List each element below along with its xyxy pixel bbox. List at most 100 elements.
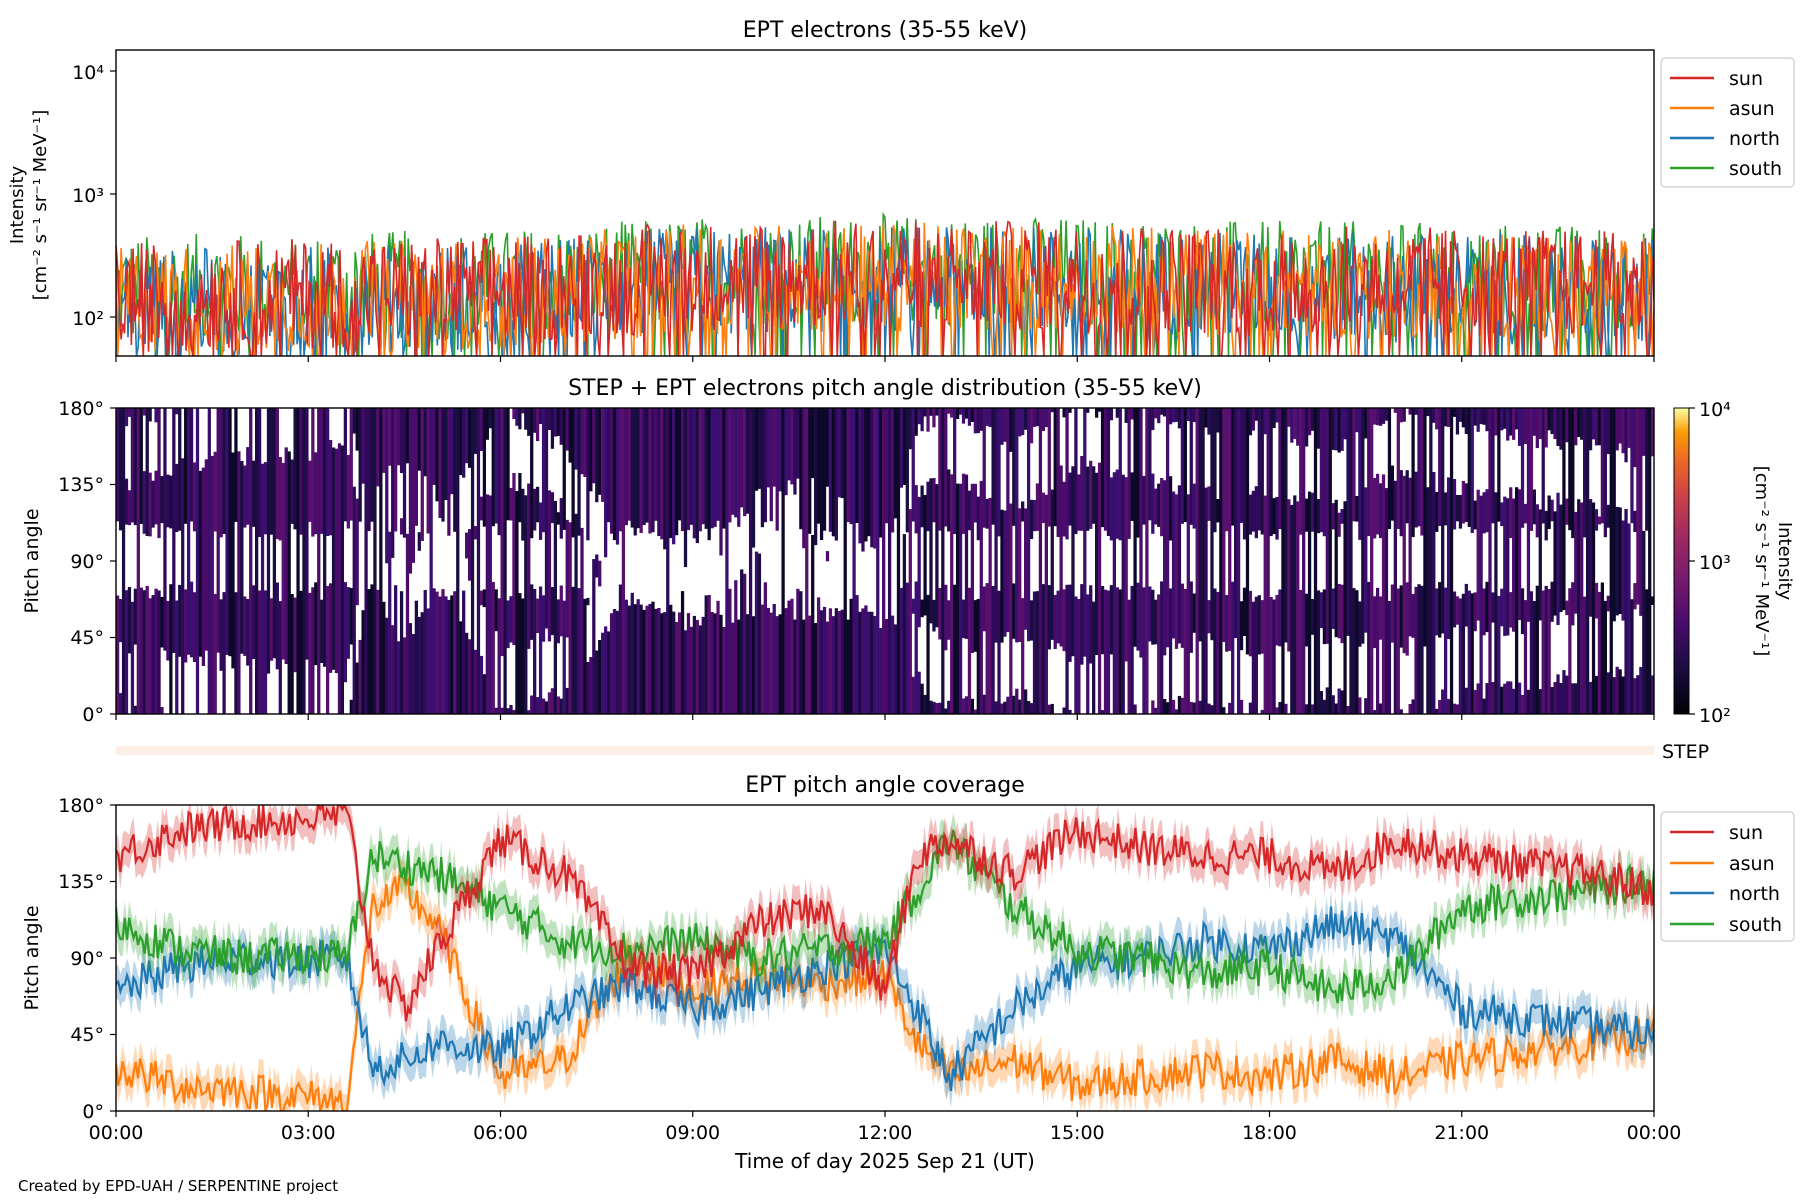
heatmap-cell <box>1520 694 1525 714</box>
heatmap-cell <box>515 408 519 426</box>
heatmap-cell <box>234 592 238 714</box>
heatmap-cell <box>533 589 537 714</box>
heatmap-cell <box>1500 408 1504 431</box>
heatmap-cell <box>595 408 599 503</box>
heatmap-cell <box>1500 502 1504 527</box>
heatmap-cell <box>787 408 791 481</box>
heatmap-cell <box>500 408 504 657</box>
heatmap-cell <box>1310 599 1315 635</box>
heatmap-cell <box>920 408 924 432</box>
heatmap-cell <box>1124 408 1128 423</box>
heatmap-cell <box>1041 408 1046 431</box>
heatmap-cell <box>734 408 738 518</box>
heatmap-cell <box>391 625 395 714</box>
heatmap-cell <box>790 598 794 714</box>
legend-label-sun: sun <box>1729 822 1763 844</box>
heatmap-cell <box>920 683 924 714</box>
heatmap-cell <box>1553 408 1557 440</box>
heatmap-cell <box>1479 495 1483 714</box>
heatmap-cell <box>1375 587 1380 714</box>
heatmap-cell <box>1325 687 1329 714</box>
heatmap-cell <box>1520 408 1525 528</box>
heatmap-cell <box>1018 508 1022 642</box>
heatmap-cell <box>538 408 543 424</box>
heatmap-cell <box>834 608 838 714</box>
heatmap-cell <box>438 596 442 714</box>
heatmap-cell <box>1355 590 1359 714</box>
heatmap-cell <box>541 698 546 714</box>
heatmap-cell <box>116 595 120 714</box>
heatmap-cell <box>1396 588 1400 714</box>
heatmap-cell <box>1378 703 1383 714</box>
heatmap-cell <box>1044 408 1048 428</box>
heatmap-cell <box>1529 408 1534 531</box>
heatmap-cell <box>175 600 179 714</box>
panel2-ylabel: Pitch angle <box>21 508 43 613</box>
heatmap-cell <box>1550 687 1554 714</box>
heatmap-cell <box>1452 408 1457 417</box>
heatmap-cell <box>885 408 889 524</box>
heatmap-cell <box>1009 408 1013 452</box>
heatmap-cell <box>1479 408 1483 425</box>
heatmap-cell <box>1594 675 1599 714</box>
heatmap-cell <box>1269 408 1273 537</box>
heatmap-cell <box>636 599 640 714</box>
heatmap-cell <box>1532 601 1536 714</box>
heatmap-cell <box>1476 489 1480 621</box>
heatmap-cell <box>473 649 478 714</box>
heatmap-cell <box>485 494 489 714</box>
heatmap-cell <box>1455 495 1460 522</box>
heatmap-cell <box>148 408 152 422</box>
heatmap-cell <box>1364 698 1368 714</box>
heatmap-cell <box>1583 596 1587 714</box>
heatmap-cell <box>976 408 980 434</box>
heatmap-cell <box>1151 589 1155 645</box>
heatmap-cell <box>435 591 439 714</box>
heatmap-cell <box>429 408 433 714</box>
heatmap-cell <box>689 408 694 525</box>
heatmap-cell <box>441 589 445 714</box>
heatmap-cell <box>1228 408 1232 651</box>
heatmap-cell <box>160 596 164 648</box>
x-tick-label: 12:00 <box>858 1122 913 1144</box>
heatmap-cell <box>1618 408 1622 444</box>
heatmap-cell <box>1402 475 1406 654</box>
heatmap-cell <box>184 408 188 524</box>
heatmap-cell <box>1154 408 1158 419</box>
heatmap-cell <box>680 408 685 532</box>
heatmap-cell <box>257 408 262 537</box>
heatmap-cell <box>1559 408 1563 450</box>
heatmap-cell <box>1547 408 1551 431</box>
heatmap-cell <box>1597 408 1602 446</box>
heatmap-cell <box>979 408 983 431</box>
heatmap-cell <box>290 594 294 714</box>
heatmap-cell <box>453 591 457 714</box>
heatmap-cell <box>757 408 762 489</box>
heatmap-cell <box>1556 674 1560 714</box>
heatmap-cell <box>1535 504 1539 538</box>
heatmap-cell <box>725 408 729 714</box>
heatmap-cell <box>491 408 495 527</box>
heatmap-cell <box>867 408 871 537</box>
heatmap-cell <box>604 408 608 558</box>
heatmap-cell <box>967 490 972 531</box>
heatmap-cell <box>169 475 173 529</box>
heatmap-cell <box>1473 500 1477 530</box>
heatmap-cell <box>1151 408 1155 431</box>
colorbar-tick-label: 10² <box>1699 705 1731 727</box>
heatmap-cell <box>914 485 918 534</box>
heatmap-cell <box>1562 408 1566 611</box>
heatmap-cell <box>1029 499 1034 539</box>
heatmap-cell <box>846 408 850 523</box>
heatmap-cell <box>879 408 883 538</box>
heatmap-cell <box>252 460 256 527</box>
heatmap-cell <box>541 408 546 533</box>
heatmap-cell <box>1340 584 1344 644</box>
heatmap-cell <box>172 408 176 653</box>
heatmap-cell <box>405 533 410 714</box>
heatmap-cell <box>1151 473 1155 534</box>
heatmap-cell <box>760 604 765 714</box>
heatmap-cell <box>695 408 699 544</box>
heatmap-cell <box>1071 466 1075 657</box>
heatmap-cell <box>465 632 469 714</box>
